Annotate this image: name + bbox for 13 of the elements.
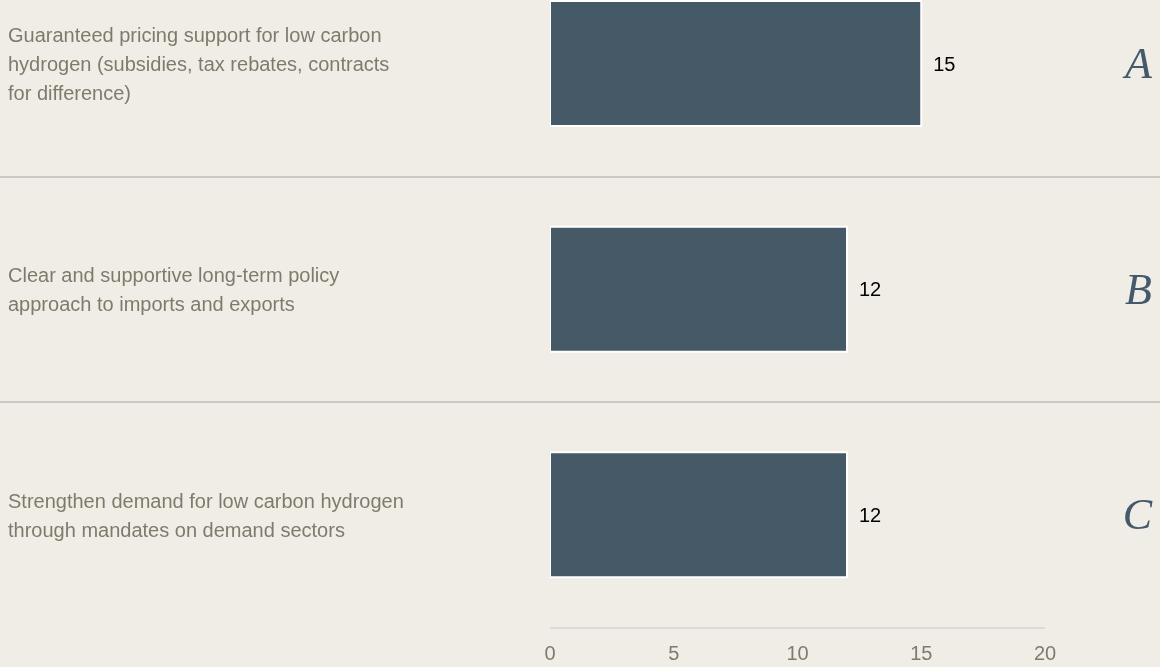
- y-tick-label: Guaranteed pricing support for low carbon hydrogen (subsidies, tax rebates, contracts for difference): [8, 23, 390, 104]
- text: C: [1122, 489, 1152, 542]
- data-label: 15: [933, 52, 956, 75]
- y-tick-label: Clear and supportive long-term policy approach to imports and exports: [8, 264, 340, 315]
- x-tick-label: 20: [1033, 642, 1057, 665]
- x-tick-label: 5: [668, 642, 680, 665]
- data-label: 12: [859, 503, 882, 526]
- y-tick-label: Strengthen demand for low carbon hydrogen through mandates on demand sectors: [8, 489, 404, 541]
- data-label: 12: [859, 278, 882, 301]
- text: B: [1125, 263, 1152, 316]
- x-tick-label: 10: [786, 642, 809, 665]
- x-tick-label: 15: [910, 642, 933, 665]
- x-tick-label: 0: [544, 642, 556, 665]
